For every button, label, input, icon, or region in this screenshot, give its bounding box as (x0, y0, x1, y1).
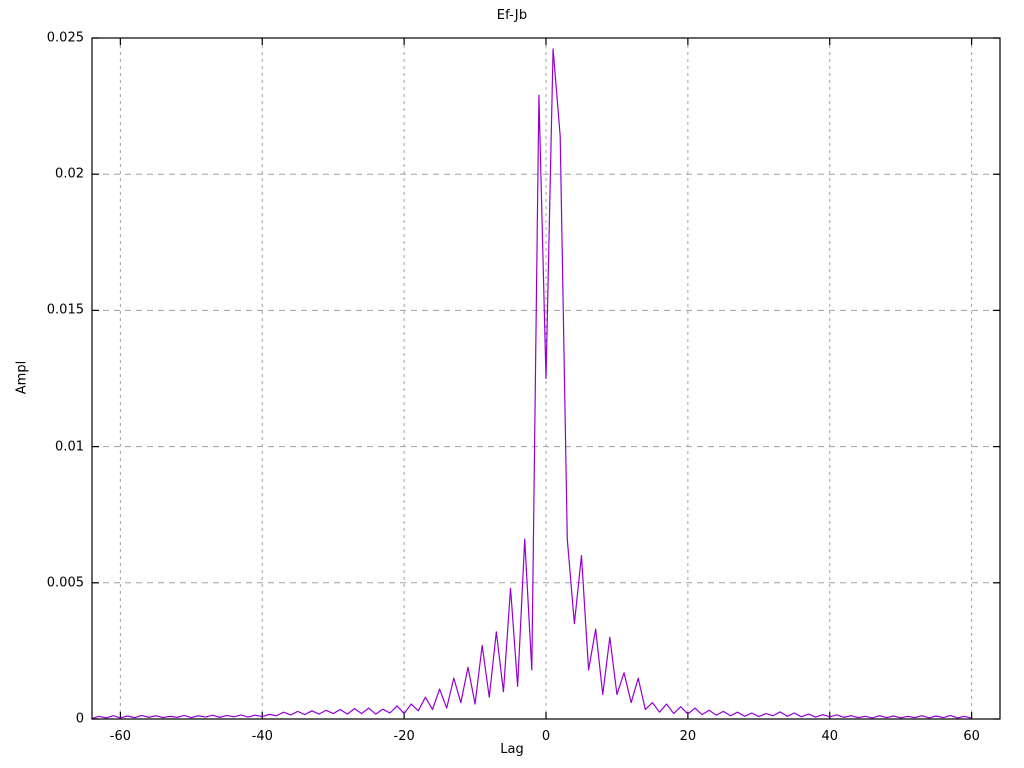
x-tick-label: -20 (393, 729, 415, 744)
y-tick-label: 0.015 (46, 302, 84, 318)
grid-lines (92, 38, 1000, 719)
y-tick-label: 0 (75, 711, 84, 727)
data-series (91, 48, 972, 720)
plot-frame (91, 37, 1001, 720)
y-tick-label: 0.005 (46, 575, 84, 591)
x-tick-label: 0 (541, 729, 551, 744)
series-line (91, 48, 972, 720)
y-tick-label: 0.025 (46, 30, 84, 46)
y-tick-label: 0.01 (55, 439, 84, 455)
x-tick-label: -60 (109, 729, 131, 744)
x-tick-label: 20 (679, 729, 697, 744)
x-tick-label: 60 (963, 729, 980, 744)
x-axis-label: Lag (500, 742, 524, 757)
y-tick-label: 0.02 (55, 166, 84, 182)
chart-title: Ef-Jb (496, 8, 528, 23)
x-tick-label: 40 (821, 729, 839, 744)
x-tick-label: -40 (251, 729, 273, 744)
